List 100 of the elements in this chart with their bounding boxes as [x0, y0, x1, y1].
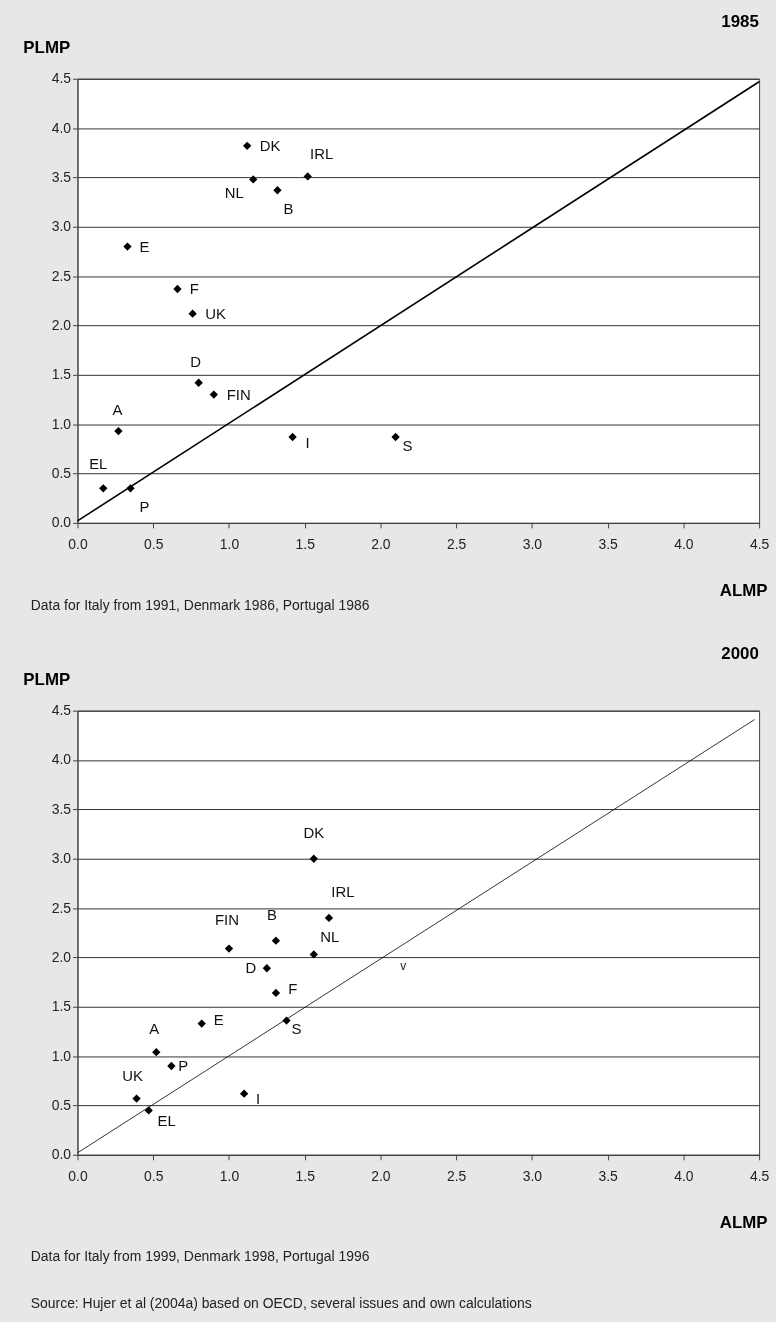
point [309, 950, 318, 959]
annotation: B [283, 201, 294, 218]
annotation: F [189, 280, 199, 297]
annotation: S [291, 1020, 302, 1037]
x-axis-title: ALMP [719, 580, 768, 600]
y-tick-label: 1.5 [51, 998, 72, 1015]
text: Data for Italy from 1991, Denmark 1986, Portugal 1986 [30, 597, 370, 614]
x-tick-label: 4.5 [749, 536, 770, 553]
point [209, 390, 218, 399]
y-axis-title: PLMP [23, 670, 71, 690]
text: Data for Italy from 1999, Denmark 1998, Portugal 1996 [30, 1248, 370, 1265]
x-tick-label: 3.0 [522, 1168, 543, 1185]
x-tick-label: 3.0 [522, 536, 543, 553]
annotation: D [190, 353, 202, 370]
x-tick-label: 2.5 [447, 536, 467, 553]
annotation: S [402, 437, 413, 454]
y-tick-label: 4.5 [51, 702, 72, 719]
x-axis-title: ALMP [719, 1212, 768, 1232]
y-tick-label: 1.5 [51, 366, 72, 383]
point [288, 432, 297, 442]
x-tick-label: 0.0 [68, 536, 88, 553]
x-tick-label: 1.5 [295, 536, 316, 553]
point [282, 1016, 291, 1025]
x-tick-label: 4.5 [749, 1168, 770, 1185]
annotation: P [178, 1057, 189, 1074]
point [114, 426, 123, 436]
y-tick-label: 3.0 [51, 850, 72, 867]
point [123, 242, 132, 251]
annotation: D [245, 960, 257, 977]
point [324, 913, 334, 923]
annotation: B [266, 906, 277, 923]
x-tick-label: 1.0 [219, 536, 240, 553]
y-tick-label: 2.5 [51, 267, 72, 284]
y-tick-label: 3.0 [51, 218, 72, 235]
point [152, 1048, 161, 1057]
point [262, 964, 271, 973]
chart-title: 2000 [721, 644, 759, 664]
y-tick-label: 4.0 [51, 119, 72, 136]
annotation: UK [205, 305, 226, 322]
point [224, 944, 234, 953]
annotation: NL [224, 185, 244, 202]
annotation: IRL [331, 884, 355, 901]
point [242, 141, 252, 151]
x-tick-label: 0.0 [68, 1168, 88, 1185]
point [194, 378, 203, 387]
y-tick-label: 2.0 [51, 948, 72, 965]
y-tick-label: 1.0 [51, 1047, 72, 1064]
y-tick-label: 0.0 [51, 1146, 72, 1163]
point [197, 1019, 206, 1028]
point [309, 854, 318, 863]
point [167, 1061, 176, 1071]
y-tick-label: 3.5 [51, 168, 72, 185]
x-tick-label: 2.0 [371, 536, 391, 553]
x-tick-label: 1.0 [219, 1168, 240, 1185]
annotation: v [400, 959, 407, 974]
x-tick-label: 0.5 [144, 536, 164, 553]
point [132, 1094, 141, 1103]
point [173, 284, 182, 294]
y-tick-label: 0.5 [51, 1096, 72, 1113]
x-tick-label: 2.0 [371, 1168, 391, 1185]
annotation: F [288, 980, 298, 997]
source-note: Source: Hujer et al (2004a) based on OECD, several issues and own calculations [30, 1294, 532, 1311]
y-tick-label: 2.5 [51, 899, 72, 916]
x-tick-label: 4.0 [674, 1168, 694, 1185]
annotation: IRL [310, 145, 334, 162]
y-tick-label: 1.0 [51, 415, 72, 432]
point [99, 484, 108, 493]
point [239, 1089, 249, 1098]
y-tick-label: 4.5 [51, 70, 72, 87]
y-tick-label: 0.5 [51, 465, 72, 482]
annotation: DK [259, 137, 281, 154]
annotation: UK [122, 1067, 144, 1084]
annotation: EL [89, 456, 108, 473]
annotation: A [112, 402, 123, 419]
x-tick-label: 2.5 [447, 1168, 467, 1185]
point [249, 175, 258, 184]
x-tick-label: 3.5 [598, 536, 619, 553]
annotation: FIN [226, 386, 251, 403]
annotation: I [255, 1090, 261, 1107]
annotation: I [305, 434, 310, 451]
x-tick-label: 1.5 [295, 1168, 316, 1185]
annotation: NL [320, 928, 340, 945]
x-tick-label: 4.0 [674, 536, 694, 553]
annotation: P [139, 499, 150, 516]
annotation: E [213, 1011, 224, 1028]
annotation: FIN [214, 911, 239, 928]
x-tick-label: 3.5 [598, 1168, 619, 1185]
point [303, 172, 312, 181]
point [391, 432, 400, 442]
annotation: EL [157, 1113, 176, 1130]
y-tick-label: 4.0 [51, 751, 72, 768]
point [271, 936, 281, 945]
annotation: A [149, 1021, 160, 1038]
y-tick-label: 2.0 [51, 316, 72, 333]
x-tick-label: 0.5 [144, 1168, 164, 1185]
point [273, 186, 282, 195]
y-tick-label: 0.0 [51, 514, 72, 531]
y-tick-label: 3.5 [51, 800, 72, 817]
y-axis-title: PLMP [23, 38, 71, 58]
annotation: E [139, 238, 150, 255]
